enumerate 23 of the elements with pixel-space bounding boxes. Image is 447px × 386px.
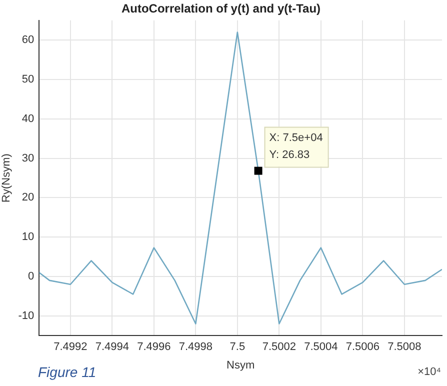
x-tick-label: 7.5006 — [346, 341, 380, 354]
x-tick-label: 7.4998 — [178, 341, 212, 354]
y-axis-title: Ry(Nsym) — [0, 154, 13, 202]
text: ×10⁴ — [418, 366, 441, 378]
x-tick-label: 7.5008 — [388, 341, 422, 354]
y-tick-label: 20 — [22, 192, 34, 204]
y-tick-label: 0 — [28, 270, 34, 283]
y-tick-label: 60 — [22, 34, 34, 46]
chart-title: AutoCorrelation of y(t) and y(t-Tau) — [121, 2, 321, 16]
x-tick-label: 7.4996 — [137, 341, 171, 354]
annotation: X: 7.5e+04 Y: 26.83 — [269, 132, 323, 161]
y-tick-label: 50 — [22, 74, 34, 86]
x-tick-label: 7.5002 — [262, 341, 296, 354]
x-tick-label: 7.4994 — [95, 341, 129, 354]
x-tick-label: 7.5004 — [304, 341, 338, 354]
x-tick-label: 7.5 — [230, 341, 246, 354]
y-tick-label: 30 — [22, 152, 34, 164]
caption: Figure 11 — [38, 364, 96, 380]
y-tick-label: 40 — [22, 112, 34, 125]
x-tick-label: 7.4992 — [54, 341, 88, 354]
y-tick-label: -10 — [18, 310, 34, 322]
x-axis-title: Nsym — [226, 359, 255, 372]
y-tick-label: 10 — [22, 231, 34, 244]
